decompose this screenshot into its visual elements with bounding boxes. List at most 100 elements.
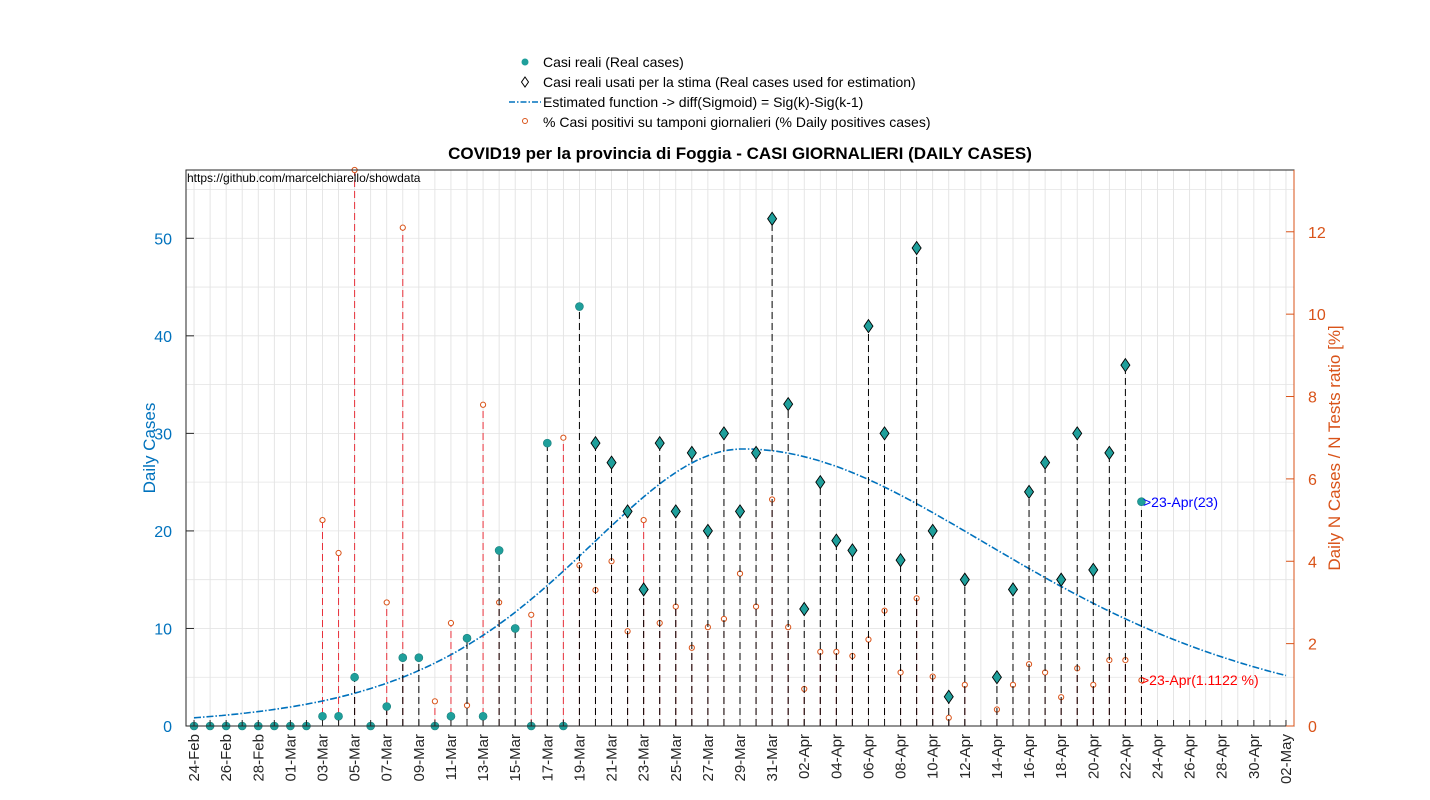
real-case-point xyxy=(446,711,456,721)
estimation-case-point xyxy=(863,318,874,334)
x-tick-label: 24-Feb xyxy=(186,734,203,782)
annotation-last-ratio: >23-Apr(1.1122 %) xyxy=(1141,672,1259,688)
x-tick-label: 13-Mar xyxy=(475,734,492,782)
estimation-case-point xyxy=(895,552,906,568)
ratio-point xyxy=(560,434,567,441)
real-case-point xyxy=(318,711,327,721)
x-tick-label: 05-Mar xyxy=(347,734,364,782)
x-tick-label: 11-Mar xyxy=(443,734,460,780)
x-tick-label: 20-Apr xyxy=(1085,734,1102,779)
ratio-point xyxy=(431,698,438,705)
estimation-case-point xyxy=(670,504,681,519)
estimation-case-point xyxy=(751,445,762,461)
x-tick-label: 28-Apr xyxy=(1214,734,1231,779)
estimation-case-point xyxy=(815,474,826,490)
x-tick-label: 16-Apr xyxy=(1021,734,1038,779)
y-axis-right-label: Daily N Cases / N Tests ratio [%] xyxy=(1325,325,1344,570)
real-case-point xyxy=(414,653,424,663)
real-case-point xyxy=(543,438,552,448)
axes: 24-Feb 26-Feb 28-Feb 01-Mar 03-Mar 05-Mar 07-M… xyxy=(154,170,1326,784)
x-tick-label: 23-Mar xyxy=(636,734,653,782)
y-right-tick-label: 2 xyxy=(1308,637,1317,654)
ratio-point xyxy=(319,516,326,524)
estimation-case-point xyxy=(606,455,617,470)
legend-marker-estimation-cases xyxy=(520,76,530,88)
estimation-case-point xyxy=(879,426,890,441)
x-tick-label: 15-Mar xyxy=(507,734,524,782)
x-tick-label: 03-Mar xyxy=(314,734,331,782)
x-tick-label: 25-Mar xyxy=(668,734,685,782)
legend-marker-ratio xyxy=(522,118,528,124)
y-right-tick-label: 12 xyxy=(1308,225,1326,242)
x-tick-label: 17-Mar xyxy=(539,734,556,782)
annotation-last-cases: >23-Apr(23) xyxy=(1143,494,1218,510)
x-tick-label: 04-Apr xyxy=(828,734,845,779)
estimation-case-point xyxy=(783,396,794,412)
estimation-case-point xyxy=(686,445,697,461)
legend-label-ratio: % Casi positivi su tamponi giornalieri (… xyxy=(543,114,930,130)
estimation-case-point xyxy=(927,523,938,539)
estimation-case-point xyxy=(911,240,922,256)
x-tick-label: 26-Apr xyxy=(1182,734,1199,779)
estimation-case-point xyxy=(959,572,970,587)
estimation-case-point xyxy=(991,669,1002,685)
ratio-point xyxy=(399,224,406,231)
legend-label-estimated-function: Estimated function -> diff(Sigmoid) = Si… xyxy=(543,94,863,110)
estimation-case-point xyxy=(638,582,649,597)
y-left-tick-label: 40 xyxy=(154,329,172,346)
x-tick-label: 30-Apr xyxy=(1246,734,1263,779)
y-left-tick-label: 10 xyxy=(154,621,172,638)
estimation-case-point xyxy=(943,689,954,705)
x-tick-label: 26-Feb xyxy=(218,734,235,782)
source-url: https://github.com/marcelchiarello/showd… xyxy=(187,171,421,185)
estimated-curve-line xyxy=(193,448,1287,719)
estimation-case-point xyxy=(1023,484,1035,500)
x-tick-label: 21-Mar xyxy=(604,734,621,782)
ratio-point xyxy=(447,619,455,627)
legend-label-estimation-cases: Casi reali usati per la stima (Real case… xyxy=(543,74,916,90)
x-tick-label: 02-Apr xyxy=(796,734,813,779)
ratio-point xyxy=(640,516,647,524)
real-case-point xyxy=(398,653,408,663)
real-case-point xyxy=(350,672,359,682)
y-right-tick-label: 4 xyxy=(1308,554,1317,571)
x-tick-label: 09-Mar xyxy=(411,734,428,782)
estimation-case-point xyxy=(1007,582,1019,597)
x-tick-label: 29-Mar xyxy=(732,734,749,782)
real-case-point xyxy=(382,702,392,711)
real-case-point xyxy=(1137,497,1146,506)
x-tick-label: 24-Apr xyxy=(1150,734,1167,779)
real-case-point xyxy=(478,711,488,721)
real-case-point xyxy=(575,302,584,311)
real-case-point xyxy=(494,546,504,555)
real-case-point xyxy=(334,711,343,721)
estimation-case-point xyxy=(734,504,746,519)
estimated-curve-layer xyxy=(193,448,1287,719)
y-right-tick-label: 10 xyxy=(1308,307,1326,324)
y-right-tick-label: 6 xyxy=(1308,472,1317,489)
x-tick-label: 06-Apr xyxy=(860,734,877,779)
ratio-point xyxy=(335,549,342,557)
x-tick-label: 22-Apr xyxy=(1117,734,1134,779)
ratio-point xyxy=(528,611,535,618)
estimation-case-point xyxy=(702,523,713,539)
x-tick-label: 07-Mar xyxy=(379,734,396,782)
y-left-tick-label: 0 xyxy=(163,719,172,736)
x-tick-label: 01-Mar xyxy=(282,734,299,782)
estimation-case-point xyxy=(590,435,601,451)
estimation-case-point xyxy=(622,504,633,519)
x-tick-label: 12-Apr xyxy=(957,734,974,779)
estimation-case-point xyxy=(1104,445,1115,461)
estimation-case-point xyxy=(1088,562,1099,578)
legend-marker-real-cases xyxy=(521,58,529,66)
x-tick-label: 28-Feb xyxy=(250,734,267,782)
y-left-tick-label: 30 xyxy=(154,426,172,443)
estimation-case-point xyxy=(1056,572,1067,587)
chart-title: COVID19 per la provincia di Foggia - CAS… xyxy=(448,144,1032,163)
estimation-case-point xyxy=(1120,357,1131,373)
ratio-point xyxy=(479,401,487,408)
y-left-tick-label: 20 xyxy=(154,524,172,541)
y-left-tick-label: 50 xyxy=(154,231,172,248)
